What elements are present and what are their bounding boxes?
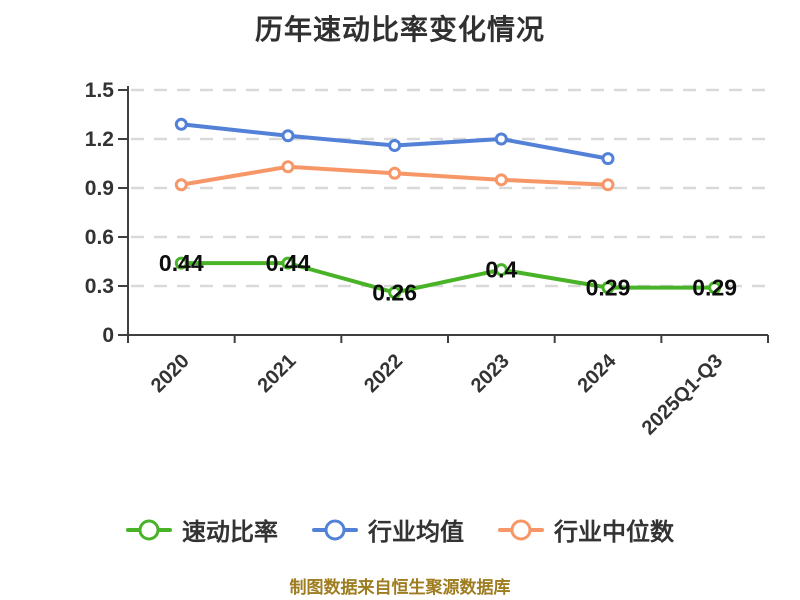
legend-label-industry-median: 行业中位数	[554, 519, 674, 546]
data-point-quick-ratio-2022	[388, 286, 402, 300]
data-point-quick-ratio-2024	[601, 281, 615, 295]
y-axis-label: 1.2	[85, 128, 114, 151]
data-point-quick-ratio-2021	[281, 256, 295, 270]
data-point-industry-average-2023	[494, 132, 508, 146]
legend-circle-icon	[510, 519, 532, 540]
legend-item-quick-ratio[interactable]: 速动比率	[126, 512, 278, 547]
data-point-industry-median-2020	[174, 178, 188, 192]
data-point-industry-median-2024	[601, 178, 615, 192]
data-point-industry-average-2024	[601, 152, 615, 166]
point-label-quick-ratio-2023: 0.4	[485, 257, 517, 283]
data-point-quick-ratio-2025Q1-Q3	[708, 281, 722, 295]
y-axis-label: 0	[102, 324, 114, 347]
source-note: 制图数据来自恒生聚源数据库	[289, 578, 511, 597]
point-label-quick-ratio-2022: 0.26	[372, 280, 417, 306]
x-axis-label: 2020	[147, 350, 194, 397]
y-axis-label: 1.5	[85, 79, 115, 102]
data-point-industry-median-2022	[388, 166, 402, 180]
legend-item-industry-average[interactable]: 行业均值	[312, 512, 464, 547]
legend: 速动比率 行业均值 行业中位数	[0, 512, 800, 547]
x-axis-label: 2025Q1-Q3	[638, 350, 727, 439]
y-axis-label: 0.6	[85, 226, 114, 249]
series-industry-average	[174, 117, 615, 166]
data-point-industry-average-2022	[388, 139, 402, 153]
x-axis-label: 2024	[573, 349, 621, 397]
point-label-quick-ratio-2025Q1-Q3: 0.29	[692, 275, 737, 301]
y-axis-label: 0.3	[85, 275, 114, 298]
legend-circle-icon	[324, 519, 346, 540]
series-industry-median	[174, 160, 615, 192]
series-line-quick-ratio	[179, 261, 717, 295]
y-axis-label: 0.9	[85, 177, 114, 200]
industry-median-legend-marker-icon	[498, 517, 544, 543]
series-quick-ratio	[174, 256, 722, 300]
data-point-industry-median-2023	[494, 173, 508, 187]
x-axis-label: 2022	[360, 350, 407, 397]
legend-item-industry-median[interactable]: 行业中位数	[498, 512, 674, 547]
legend-label-industry-average: 行业均值	[368, 519, 464, 546]
quick-ratio-legend-marker-icon	[126, 517, 172, 543]
point-label-quick-ratio-2024: 0.29	[586, 275, 631, 301]
axis-lines	[127, 86, 768, 336]
point-label-quick-ratio-2020: 0.44	[159, 250, 204, 276]
data-point-industry-average-2021	[281, 129, 295, 143]
chart-title: 历年速动比率变化情况	[254, 14, 545, 45]
legend-label-quick-ratio: 速动比率	[182, 519, 278, 546]
industry-average-legend-marker-icon	[312, 517, 358, 543]
data-point-quick-ratio-2023	[494, 263, 508, 277]
legend-circle-icon	[138, 519, 160, 540]
data-point-industry-median-2021	[281, 160, 295, 174]
data-point-industry-average-2020	[174, 117, 188, 131]
point-label-quick-ratio-2021: 0.44	[266, 250, 311, 276]
x-axis-label: 2023	[467, 350, 514, 397]
x-axis-label: 2021	[253, 350, 300, 397]
data-point-quick-ratio-2020	[174, 256, 188, 270]
